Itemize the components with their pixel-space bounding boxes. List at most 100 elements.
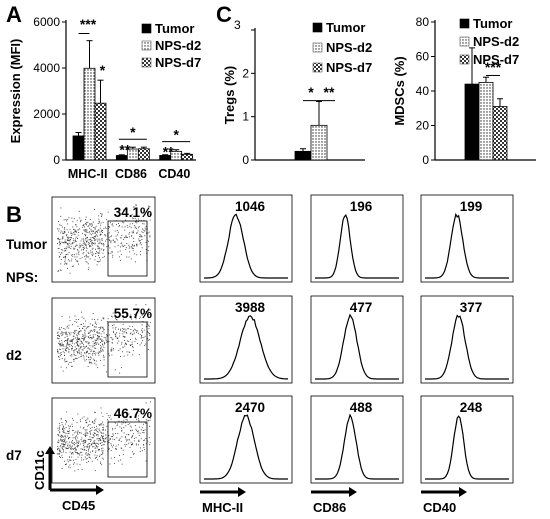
dot-event [89, 424, 91, 425]
dot-event [148, 240, 149, 242]
dot-event [145, 419, 147, 421]
dot-event [95, 364, 97, 366]
dot-event [108, 334, 110, 336]
dot-event [102, 437, 104, 439]
dot-event [95, 326, 97, 328]
dot-event [112, 223, 114, 225]
dot-event [92, 421, 93, 422]
y-tick-label: 2000 [33, 107, 60, 121]
dot-event [89, 245, 91, 247]
dot-event [89, 436, 91, 438]
dot-event [102, 450, 104, 452]
dot-event [86, 434, 88, 436]
dot-event [142, 228, 143, 230]
dot-event [104, 343, 105, 345]
dot-event [59, 329, 61, 331]
dot-event [149, 425, 150, 427]
dot-event [69, 441, 71, 443]
dot-event [90, 451, 91, 453]
dot-event [69, 334, 71, 336]
dot-event [70, 448, 71, 450]
dot-event [102, 429, 104, 430]
dot-event [60, 263, 62, 265]
dot-event [65, 427, 67, 428]
dot-event [97, 235, 98, 237]
dot-event [63, 344, 64, 346]
dot-event [76, 337, 78, 338]
dot-event [88, 342, 90, 344]
dot-event [64, 432, 66, 434]
dot-event [74, 240, 76, 242]
dot-event [58, 335, 60, 337]
dot-event [83, 238, 84, 240]
dot-event [93, 442, 95, 444]
dot-event [138, 227, 140, 229]
dot-event [112, 240, 114, 241]
dot-event [66, 229, 68, 231]
dot-event [83, 337, 85, 339]
dot-event [59, 450, 61, 452]
dot-event [73, 335, 75, 337]
dot-event [80, 240, 82, 242]
dot-event [89, 420, 90, 422]
dot-event [68, 259, 69, 261]
dot-event [64, 239, 66, 241]
dot-event [77, 338, 79, 340]
y-tick-label: 0 [242, 153, 249, 167]
dot-event [71, 266, 73, 267]
dot-event [72, 340, 73, 342]
legend-entry: Tumor [155, 21, 194, 36]
dot-event [132, 250, 134, 251]
dot-event [89, 223, 91, 224]
dot-event [59, 243, 61, 244]
dot-event [129, 223, 131, 225]
dot-event [147, 440, 149, 442]
dot-event [96, 238, 98, 240]
dot-event [117, 244, 119, 246]
dot-event [100, 344, 102, 346]
dot-event [81, 323, 82, 325]
dot-event [95, 321, 97, 323]
dot-event [77, 237, 78, 239]
dot-event [123, 222, 125, 224]
dot-event [86, 222, 88, 223]
dot-event [125, 342, 126, 344]
dot-event [120, 447, 122, 449]
dot-event [104, 342, 106, 344]
dot-event [72, 324, 73, 326]
histogram-curve [204, 213, 288, 279]
y-axis-name: CD11c [32, 450, 47, 490]
dot-event [57, 352, 59, 354]
dot-event [94, 362, 96, 364]
dot-event [96, 447, 98, 449]
dot-event [128, 233, 130, 235]
dot-event [87, 343, 89, 345]
dot-event [126, 440, 127, 442]
dot-event [142, 430, 144, 431]
dot-event [75, 449, 77, 451]
dot-event [98, 229, 99, 231]
dot-event [142, 340, 143, 342]
dot-event [65, 250, 67, 252]
dot-event [59, 428, 60, 430]
dot-event [58, 228, 60, 230]
dot-event [91, 444, 93, 446]
histogram-curve [204, 315, 288, 380]
dot-event [123, 246, 125, 247]
dot-event [68, 351, 69, 353]
dot-event [132, 451, 133, 453]
dot-event [63, 328, 65, 329]
dot-event [126, 439, 128, 441]
dot-event [149, 334, 151, 336]
dot-event [121, 436, 123, 438]
dot-event [71, 348, 72, 349]
dot-event [117, 208, 119, 210]
dot-event [95, 255, 96, 257]
dot-event [103, 365, 105, 367]
dot-event [78, 345, 80, 347]
dot-event [101, 445, 103, 446]
dot-event [144, 345, 146, 346]
dot-event [117, 433, 119, 434]
dot-event [82, 342, 84, 344]
dot-event [101, 350, 102, 352]
